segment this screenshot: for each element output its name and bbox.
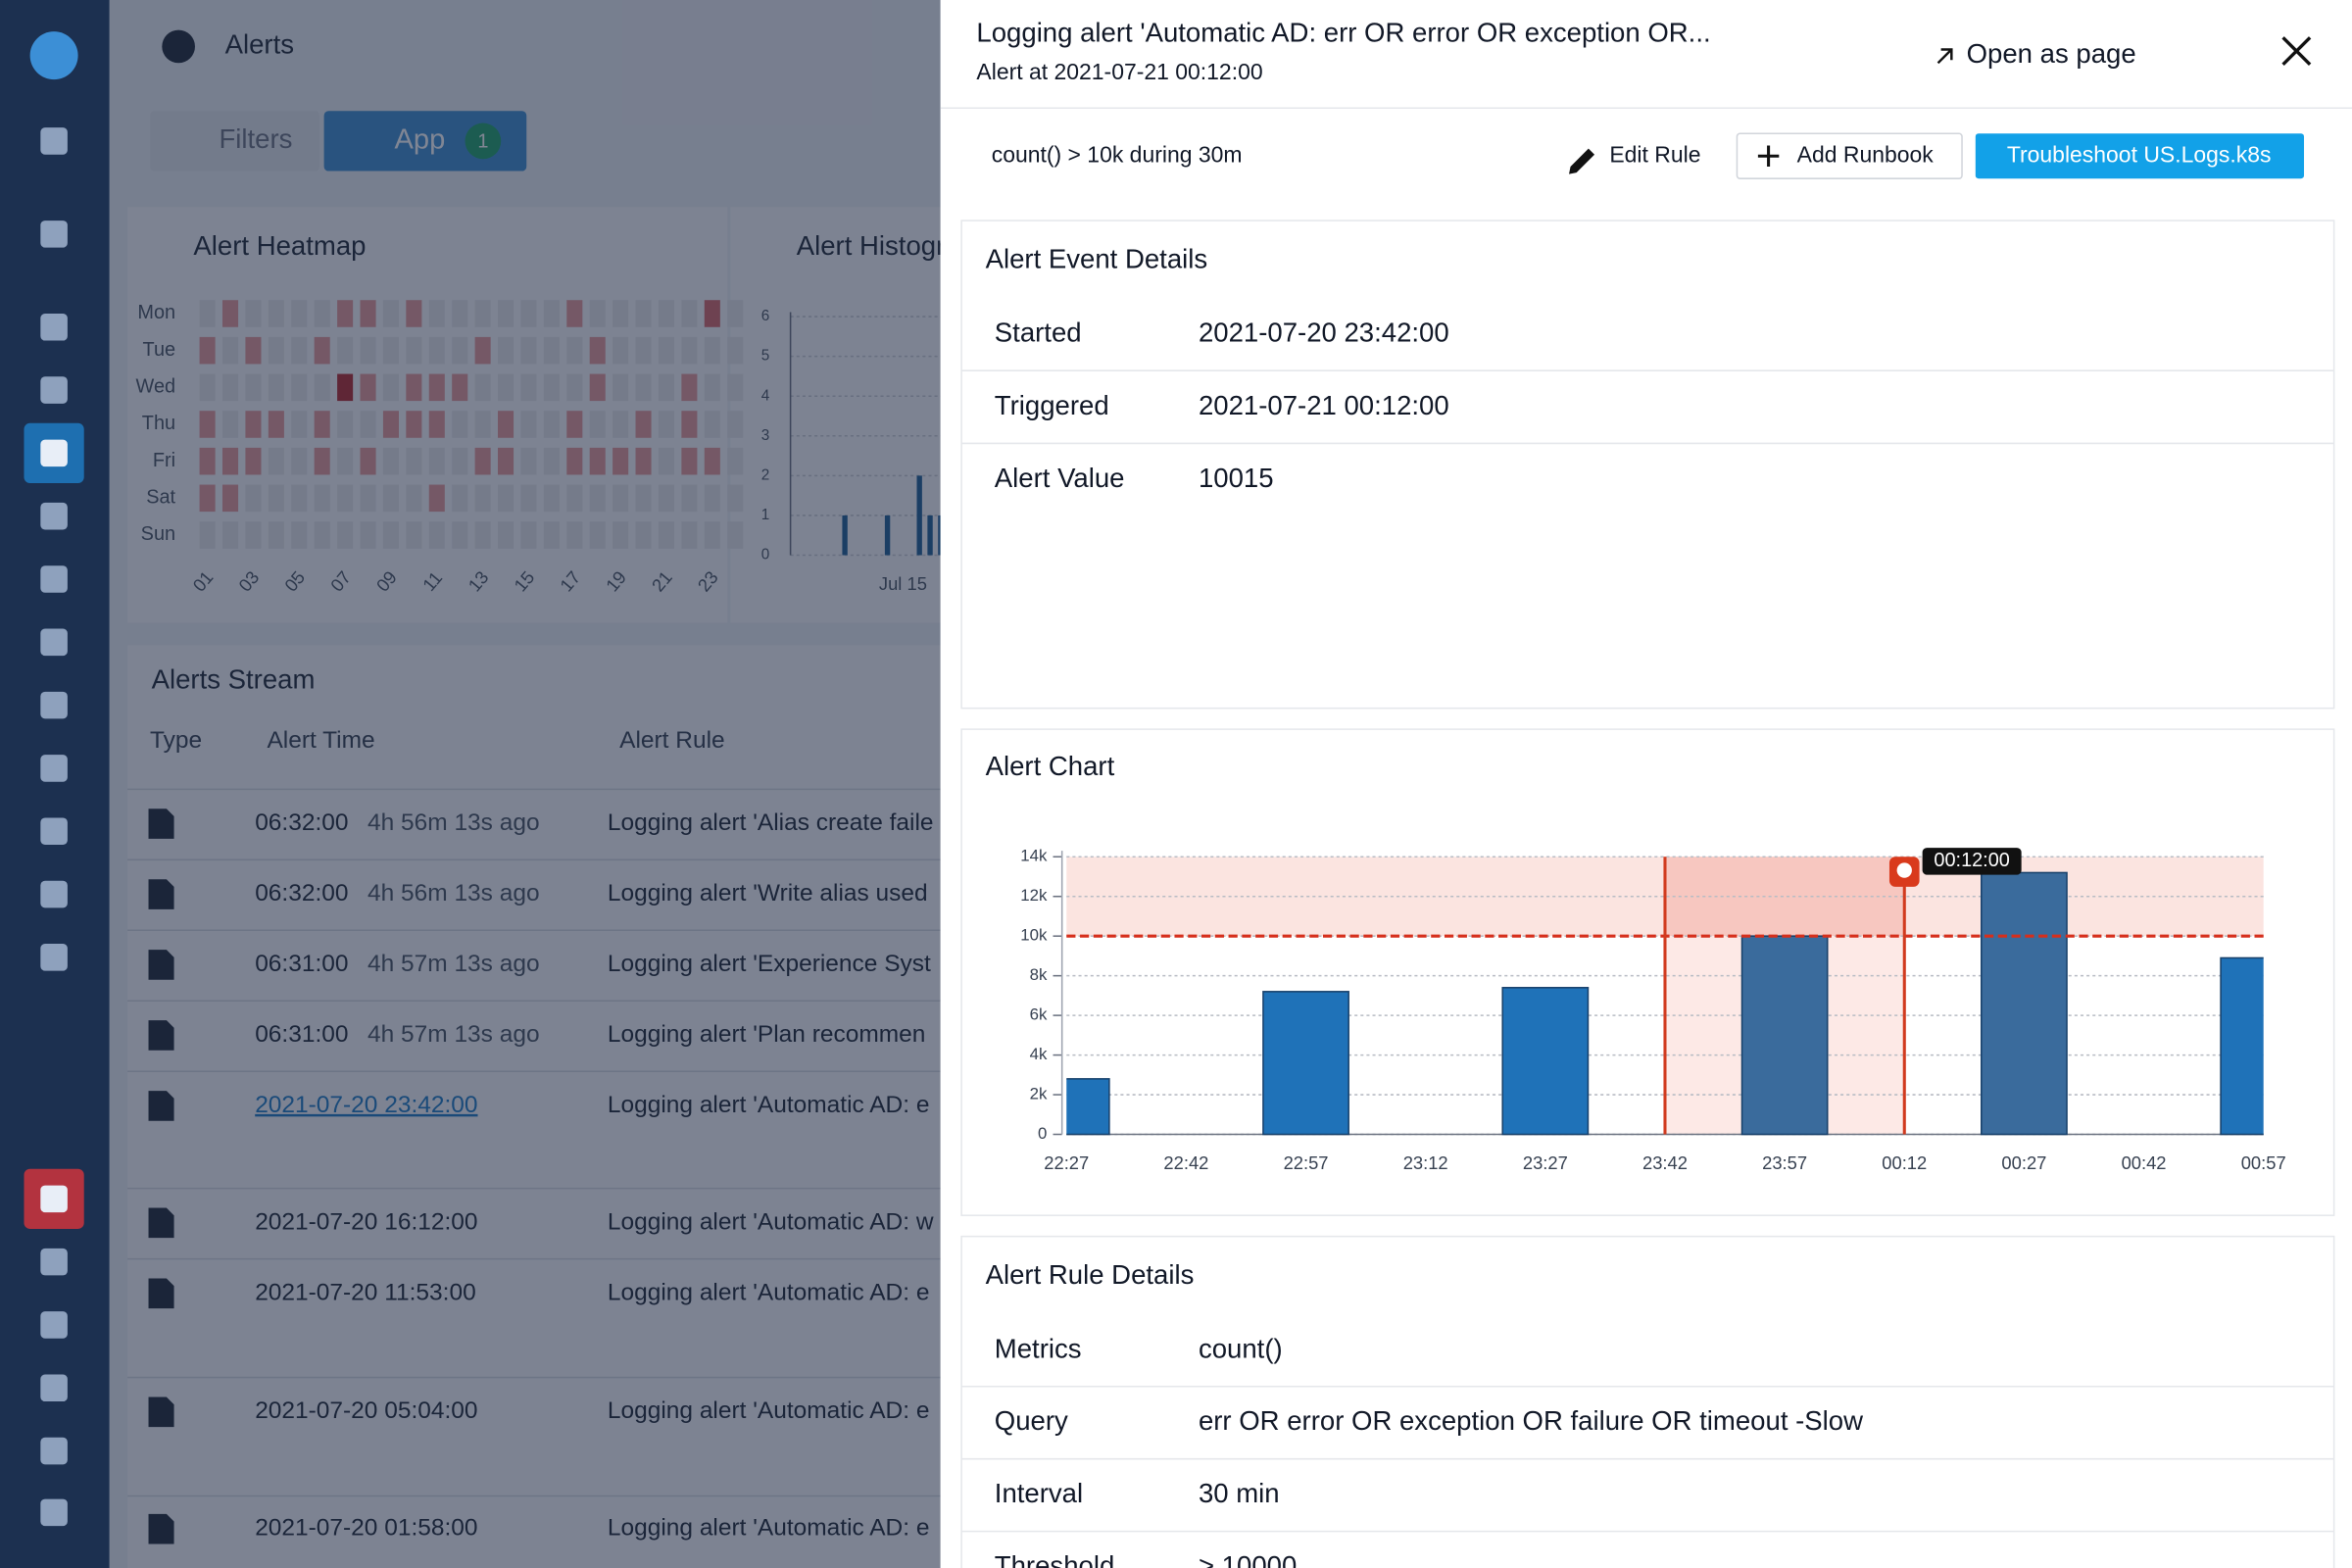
y-tick-label: 14k — [1020, 847, 1048, 865]
x-tick-label: 22:57 — [1284, 1152, 1329, 1173]
open-as-page[interactable]: Open as page — [1967, 38, 2136, 69]
x-tick-label: 00:57 — [2241, 1152, 2286, 1173]
nav-icon[interactable] — [40, 880, 68, 908]
detail-label: Interval — [995, 1478, 1083, 1508]
detail-value: 30 min — [1199, 1478, 1280, 1508]
nav-icon[interactable] — [40, 502, 68, 530]
detail-label: Alert Value — [995, 463, 1125, 493]
close-button[interactable] — [2281, 36, 2312, 67]
detail-label: Started — [995, 318, 1082, 348]
detail-label: Query — [995, 1405, 1068, 1436]
sidebar — [0, 0, 110, 1568]
nav-icon[interactable] — [40, 439, 68, 467]
nav-icon[interactable] — [40, 628, 68, 657]
x-tick-label: 00:42 — [2122, 1152, 2167, 1173]
detail-value: count() — [1199, 1333, 1283, 1363]
overlay[interactable] — [109, 0, 941, 1568]
panel-subtitle: Alert at 2021-07-21 00:12:00 — [976, 59, 1262, 84]
card-title: Alert Event Details — [986, 244, 1208, 274]
detail-value: > 10000 — [1199, 1550, 1297, 1568]
y-tick-label: 12k — [1020, 886, 1048, 905]
nav-icon[interactable] — [40, 817, 68, 846]
nav-icon[interactable] — [40, 1311, 68, 1339]
add-runbook-button[interactable] — [1736, 132, 1963, 179]
nav-icon[interactable] — [40, 127, 68, 155]
plus-icon — [1757, 145, 1780, 167]
detail-label: Threshold — [995, 1550, 1114, 1568]
bar — [1981, 871, 2068, 1136]
x-tick-label: 23:12 — [1403, 1152, 1448, 1173]
bar — [1740, 935, 1829, 1136]
chart-card — [960, 728, 2335, 1216]
edit-icon[interactable] — [1569, 148, 1595, 174]
x-tick-label: 22:27 — [1044, 1152, 1089, 1173]
trigger-label: 00:12:00 — [1934, 850, 2009, 871]
nav-icon[interactable] — [40, 220, 68, 248]
detail-value: 10015 — [1199, 463, 1274, 493]
x-tick-label: 23:57 — [1762, 1152, 1807, 1173]
nav-icons — [40, 127, 68, 1527]
nav-icon[interactable] — [40, 1437, 68, 1465]
y-tick-label: 6k — [1030, 1005, 1048, 1024]
nav-icon[interactable] — [40, 1185, 68, 1213]
x-tick-label: 00:12 — [1882, 1152, 1927, 1173]
y-tick-label: 0 — [1038, 1124, 1047, 1143]
card-title: Alert Chart — [986, 751, 1115, 781]
x-tick-label: 22:42 — [1163, 1152, 1208, 1173]
edit-rule[interactable]: Edit Rule — [1609, 141, 1700, 167]
bar — [2220, 956, 2264, 1136]
detail-label: Triggered — [995, 390, 1109, 420]
x-tick-label: 23:27 — [1523, 1152, 1568, 1173]
rule-card — [960, 1235, 2335, 1568]
alert-window-high — [1664, 857, 1905, 937]
trigger-tag — [1922, 848, 2022, 875]
panel-title: Logging alert 'Automatic AD: err OR erro… — [976, 17, 1710, 47]
bar — [1066, 1078, 1110, 1136]
nav-icon[interactable] — [40, 565, 68, 593]
detail-value: err OR error OR exception OR failure OR … — [1199, 1405, 1863, 1436]
detail-value: 2021-07-21 00:12:00 — [1199, 390, 1449, 420]
nav-icon[interactable] — [40, 1498, 68, 1527]
logo[interactable] — [29, 31, 78, 80]
x-tick-label: 00:27 — [2001, 1152, 2046, 1173]
troubleshoot[interactable]: Troubleshoot US.Logs.k8s — [2007, 141, 2272, 167]
y-tick-label: 10k — [1020, 926, 1048, 945]
nav-icon[interactable] — [40, 691, 68, 719]
add-runbook[interactable]: Add Runbook — [1797, 141, 1935, 167]
condition: count() > 10k during 30m — [992, 141, 1243, 167]
y-tick-label: 4k — [1030, 1045, 1048, 1063]
card-title: Alert Rule Details — [986, 1259, 1195, 1290]
bar — [1262, 991, 1349, 1136]
nav-icon[interactable] — [40, 1248, 68, 1276]
y-tick-label: 2k — [1030, 1084, 1048, 1102]
bars — [1066, 871, 2264, 1136]
nav-icon[interactable] — [40, 314, 68, 341]
bell-glyph — [1896, 862, 1912, 878]
x-tick-label: 23:42 — [1642, 1152, 1688, 1173]
nav-icon[interactable] — [40, 944, 68, 971]
nav-icon[interactable] — [40, 1374, 68, 1402]
event-card — [960, 220, 2335, 710]
nav-icon[interactable] — [40, 376, 68, 404]
open-icon[interactable] — [1936, 48, 1953, 65]
y-tick-label: 8k — [1030, 965, 1048, 984]
detail-value: 2021-07-20 23:42:00 — [1199, 318, 1449, 348]
bar — [1501, 987, 1590, 1136]
detail-label: Metrics — [995, 1333, 1082, 1363]
troubleshoot-button[interactable] — [1975, 133, 2305, 179]
nav-icon[interactable] — [40, 755, 68, 782]
